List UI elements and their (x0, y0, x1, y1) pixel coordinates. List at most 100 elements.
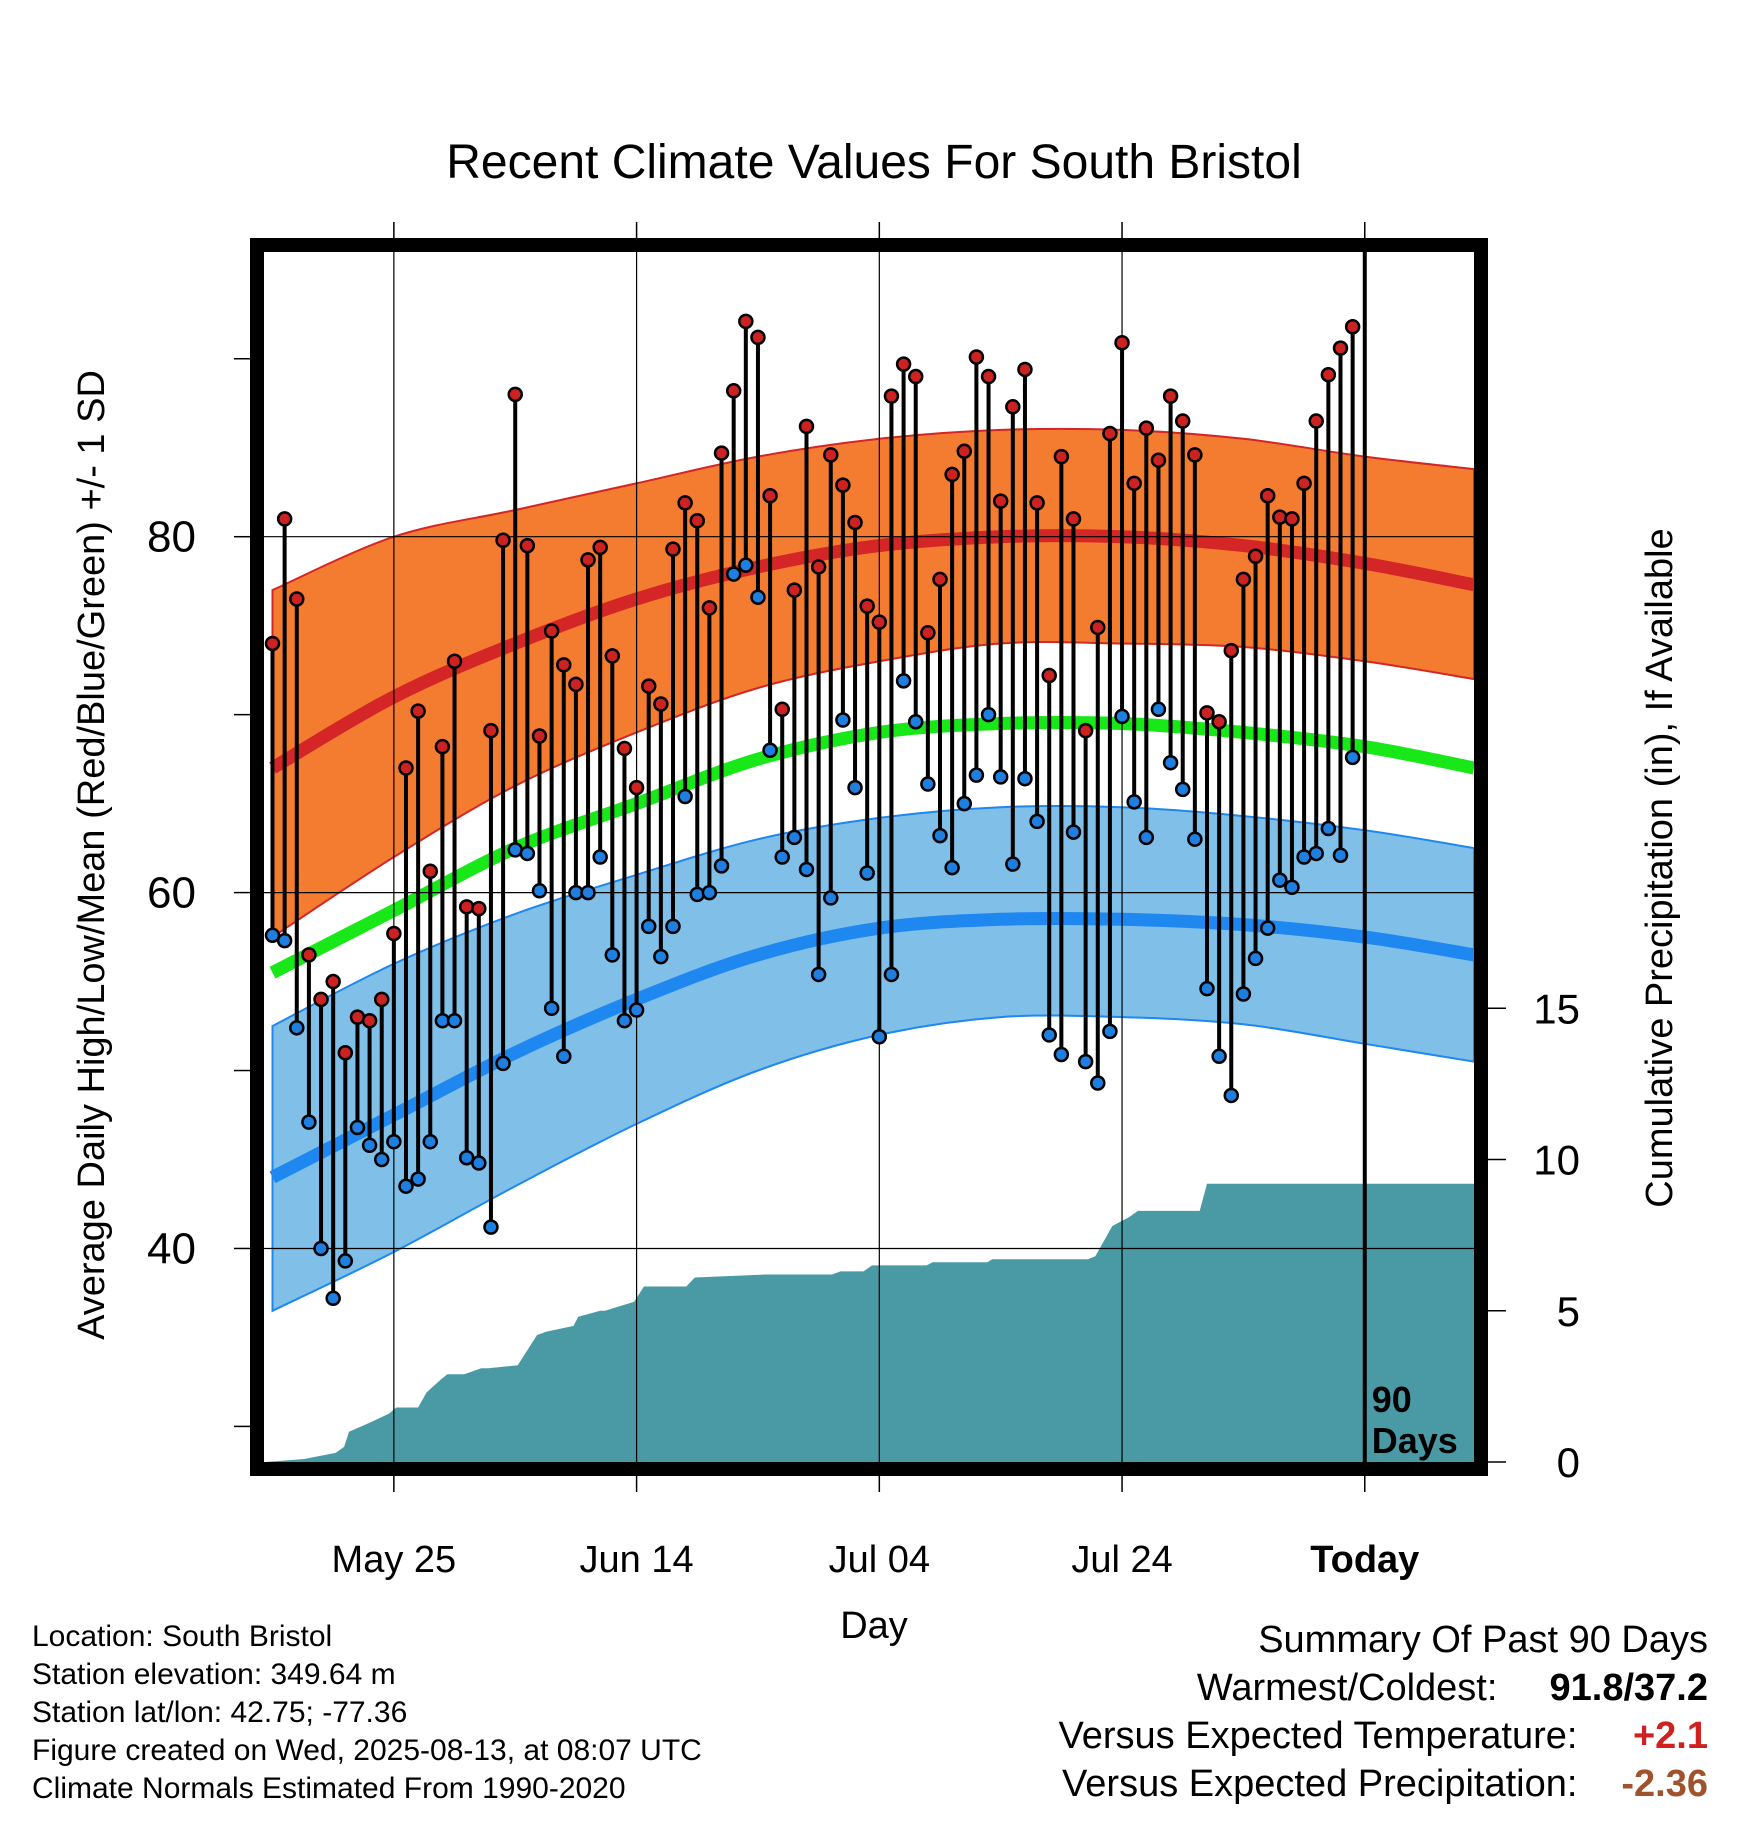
x-tick-label: May 25 (332, 1539, 457, 1581)
daily-high-point (1259, 488, 1276, 504)
warmest-coldest-row: Warmest/Coldest: 91.8/37.2 (1059, 1664, 1708, 1712)
daily-low-point (628, 1002, 645, 1018)
daily-low-point (422, 1133, 439, 1150)
x-tick-label: Today (1310, 1539, 1419, 1581)
daily-low-point (276, 932, 293, 949)
daily-low-point (1053, 1046, 1070, 1063)
daily-high-point (373, 991, 390, 1008)
daily-high-point (750, 329, 766, 346)
daily-low-point (1259, 920, 1276, 936)
precipitation-anomaly-value: -2.36 (1621, 1763, 1708, 1805)
daily-high-point (301, 947, 317, 963)
daily-low-point (1102, 1023, 1118, 1040)
daily-high-point (628, 779, 645, 796)
daily-high-point (592, 539, 608, 556)
y-tick-label: 60 (147, 869, 196, 918)
daily-low-point (823, 890, 839, 906)
daily-high-point (835, 477, 851, 493)
daily-low-point (1284, 879, 1300, 895)
daily-high-point (483, 722, 499, 739)
precipitation-anomaly-row: Versus Expected Precipitation: -2.36 (1059, 1760, 1708, 1808)
daily-low-point (689, 886, 706, 903)
summary-title: Summary Of Past 90 Days (1258, 1619, 1708, 1661)
daily-high-point (361, 1012, 378, 1029)
daily-low-point (786, 829, 803, 846)
daily-high-point (847, 514, 863, 531)
y-axis-label: Average Daily High/Low/Mean (Red/Blue/Gr… (71, 370, 113, 1340)
daily-low-point (1005, 856, 1021, 872)
daily-low-point (871, 1028, 888, 1045)
daily-high-point (1053, 448, 1070, 465)
daily-high-point (507, 386, 523, 403)
temperature-anomaly-value: +2.1 (1632, 1715, 1708, 1757)
daily-high-point (920, 625, 936, 641)
plot-frame (250, 238, 1488, 1476)
daily-low-point (895, 673, 912, 689)
daily-low-point (1150, 701, 1167, 718)
daily-low-point (701, 884, 718, 901)
daily-low-point (798, 861, 815, 878)
daily-high-point (1247, 548, 1264, 565)
daily-low-point (774, 849, 790, 865)
daily-high-point (713, 445, 730, 461)
daily-high-point (653, 696, 669, 712)
daily-high-point (1272, 509, 1288, 525)
daily-low-point (301, 1114, 317, 1130)
daily-low-point (349, 1119, 366, 1136)
daily-high-point (1077, 722, 1094, 739)
y-tick-label: 40 (147, 1224, 196, 1273)
daily-high-point (1211, 714, 1227, 730)
daily-high-point (992, 493, 1009, 509)
elevation-text: Station elevation: 349.64 m (32, 1658, 396, 1691)
daily-low-point (883, 966, 900, 983)
daily-low-point (1126, 794, 1142, 810)
daily-low-point (361, 1137, 378, 1154)
daily-high-point (1235, 571, 1252, 588)
daily-high-point (665, 541, 681, 557)
daily-low-point (665, 918, 681, 935)
daily-low-point (1090, 1075, 1106, 1091)
daily-high-point (313, 991, 329, 1008)
daily-low-point (968, 767, 985, 783)
daily-low-point (956, 795, 973, 812)
daily-low-point (750, 589, 766, 605)
warmest-coldest-label: Warmest/Coldest: (1196, 1667, 1498, 1709)
daily-low-point (1235, 986, 1252, 1002)
y2-tick-label: 10 (1533, 1137, 1580, 1184)
daily-high-point (944, 466, 960, 483)
daily-low-point (980, 706, 997, 723)
daily-high-point (471, 900, 487, 917)
daily-high-point (264, 635, 281, 652)
daily-high-point (325, 973, 341, 990)
daily-low-point (677, 788, 693, 805)
daily-low-point (289, 1020, 305, 1036)
daily-high-point (519, 537, 536, 554)
daily-high-point (1029, 495, 1045, 511)
daily-low-point (640, 918, 657, 935)
daily-low-point (337, 1253, 354, 1269)
daily-high-point (1174, 413, 1191, 429)
daily-high-point (495, 532, 511, 549)
daily-low-point (1308, 845, 1324, 862)
temperature-anomaly-row: Versus Expected Temperature: +2.1 (1059, 1712, 1708, 1760)
daily-low-point (713, 858, 730, 874)
daily-high-point (701, 600, 718, 616)
daily-high-point (895, 356, 912, 372)
daily-high-point (738, 313, 754, 330)
daily-low-point (1247, 950, 1264, 967)
daily-low-point (1041, 1027, 1057, 1043)
daily-high-point (871, 614, 888, 630)
daily-low-point (907, 714, 924, 730)
daily-low-point (653, 948, 669, 965)
daily-high-point (1041, 667, 1057, 684)
daily-high-point (956, 443, 973, 460)
daily-high-point (1090, 619, 1106, 636)
daily-low-point (604, 947, 621, 963)
daily-high-point (1296, 475, 1312, 492)
daily-high-point (1102, 425, 1118, 442)
daily-high-point (604, 648, 621, 664)
daily-high-point (1344, 318, 1361, 335)
daily-high-point (1065, 511, 1082, 527)
daily-high-point (762, 488, 778, 504)
